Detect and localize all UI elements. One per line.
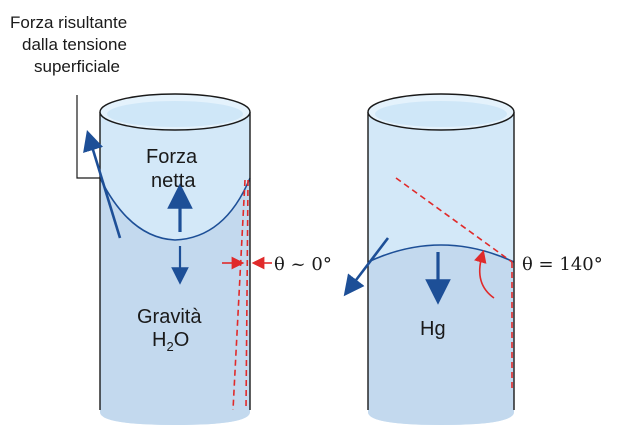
mercury-angle-label: θ = 140°: [522, 254, 603, 275]
water-contact-dash-2: [245, 179, 249, 411]
surface-force-label-1: Forza risultante: [10, 13, 127, 32]
water-formula-sub: 2: [166, 339, 173, 354]
mercury-surface-force-arrow: [343, 237, 390, 297]
water-liquid: [100, 178, 250, 425]
water-tube: [76, 93, 272, 425]
mercury-tube: [343, 93, 515, 425]
surface-force-label-2: dalla tensione: [22, 35, 127, 54]
surface-force-label-3: superficiale: [34, 57, 120, 76]
mercury-tangent-dash: [395, 177, 513, 263]
water-angle-label: θ ~ 0°: [274, 254, 332, 275]
water-formula-h: H: [152, 329, 166, 351]
surface-force-arrow: [83, 130, 122, 239]
mercury-angle-arc: [474, 249, 495, 299]
water-formula: H2O: [152, 329, 189, 354]
water-tube-rim-inner: [107, 101, 243, 127]
net-force-label-2: netta: [151, 170, 196, 192]
water-formula-o: O: [174, 329, 190, 351]
mercury-liquid: [368, 245, 514, 425]
mercury-meniscus: [367, 244, 515, 263]
gravity-label: Gravità: [137, 306, 202, 328]
mercury-tube-rim-inner: [375, 101, 507, 127]
surface-force-leader: [76, 95, 100, 179]
net-force-label-1: Forza: [146, 146, 198, 168]
mercury-label: Hg: [420, 318, 446, 340]
water-contact-dash-1: [232, 179, 246, 411]
water-meniscus: [99, 177, 251, 241]
